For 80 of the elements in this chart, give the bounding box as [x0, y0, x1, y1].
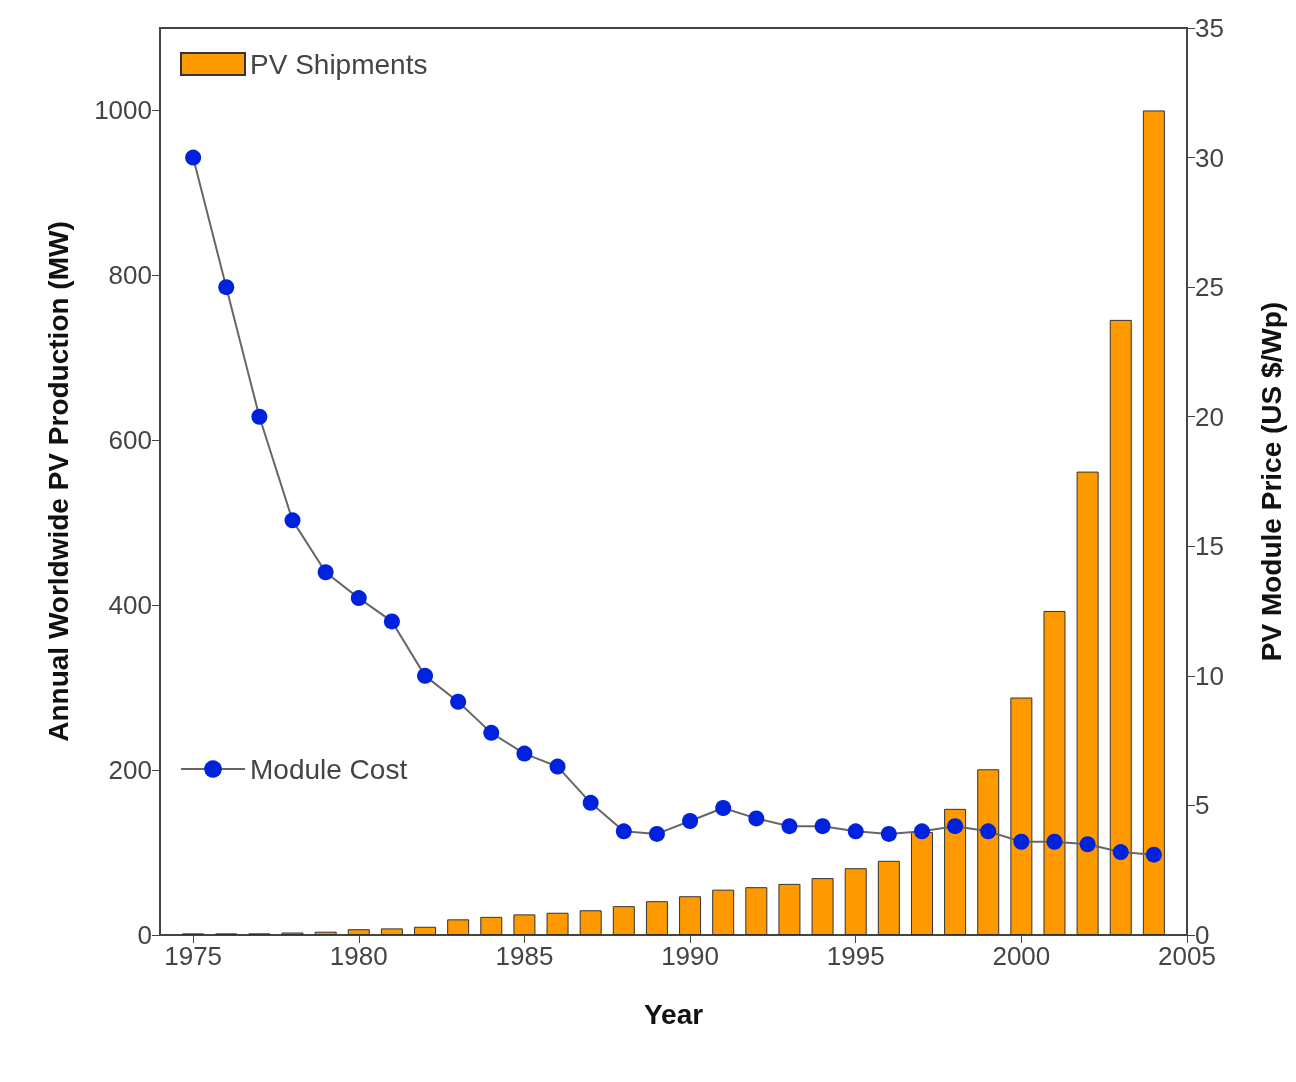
- point: [516, 745, 533, 762]
- point: [615, 823, 632, 840]
- y-tick-label: 800: [108, 260, 152, 291]
- point: [1013, 833, 1030, 850]
- y2-tick-label: 35: [1195, 13, 1224, 43]
- bar: [612, 906, 635, 935]
- bar: [977, 769, 1000, 935]
- x-tick-label: 1975: [164, 941, 223, 971]
- x-axis-title: Year: [643, 998, 704, 1030]
- point: [317, 564, 334, 581]
- y2-axis-title: PV Module Price (US $/Wp): [1255, 301, 1287, 662]
- point: [682, 812, 699, 829]
- bar: [347, 929, 370, 935]
- point: [1046, 833, 1063, 850]
- bar: [1109, 319, 1132, 935]
- y-tick-label: 600: [108, 425, 152, 456]
- bar: [546, 912, 569, 935]
- point: [549, 758, 566, 775]
- point: [913, 823, 930, 840]
- y-axis-title: Annual Worldwide PV Production (MW): [42, 221, 74, 742]
- y-tick-label: 0: [137, 920, 152, 950]
- bar: [1142, 110, 1165, 935]
- bar: [877, 860, 900, 935]
- bar: [447, 919, 470, 935]
- x-tick-label: 1995: [826, 941, 885, 971]
- x-tick-label: 1980: [329, 941, 388, 971]
- point: [218, 279, 235, 296]
- point: [715, 800, 732, 817]
- bar: [778, 883, 801, 935]
- x-tick-label: 1985: [495, 941, 554, 971]
- y-tick-label: 200: [108, 755, 152, 786]
- legend-label: PV Shipments: [250, 48, 428, 80]
- bar: [679, 896, 702, 935]
- y2-tick-label: 5: [1195, 790, 1210, 821]
- point: [847, 823, 864, 840]
- bar: [811, 878, 834, 935]
- legend-label: Module Cost: [250, 753, 408, 785]
- point: [251, 408, 268, 425]
- point: [1079, 836, 1096, 853]
- point: [781, 818, 798, 835]
- bar: [579, 910, 602, 935]
- point: [1145, 846, 1162, 863]
- y-tick-label: 1000: [94, 95, 152, 126]
- bar: [844, 868, 867, 935]
- point: [980, 823, 997, 840]
- bar: [645, 901, 668, 935]
- y2-tick-label: 30: [1195, 142, 1224, 173]
- y2-tick-label: 20: [1195, 401, 1224, 432]
- point: [582, 794, 599, 811]
- point: [185, 149, 202, 166]
- bar: [944, 808, 967, 935]
- bar: [745, 887, 768, 935]
- bar: [1010, 697, 1033, 935]
- point: [648, 825, 665, 842]
- point: [417, 667, 434, 684]
- bar: [910, 831, 933, 935]
- y2-tick-label: 10: [1195, 660, 1224, 691]
- bar: [1043, 610, 1066, 935]
- point: [483, 724, 500, 741]
- point: [814, 818, 831, 835]
- bar: [380, 928, 403, 935]
- point: [748, 810, 765, 827]
- point: [383, 613, 400, 630]
- x-tick-label: 1990: [661, 941, 719, 971]
- point: [1112, 844, 1129, 861]
- y-tick-label: 400: [108, 590, 152, 621]
- bar: [314, 931, 337, 935]
- y2-tick-label: 25: [1195, 272, 1224, 303]
- point: [284, 512, 301, 529]
- point: [350, 590, 367, 607]
- point: [947, 818, 964, 835]
- bar: [1076, 471, 1099, 935]
- y2-tick-label: 15: [1195, 531, 1224, 562]
- bar: [414, 926, 437, 935]
- bar: [712, 889, 735, 935]
- point: [450, 693, 467, 710]
- x-tick-label: 2000: [992, 941, 1051, 971]
- bar: [513, 914, 536, 935]
- bar: [480, 916, 503, 935]
- point: [880, 825, 897, 842]
